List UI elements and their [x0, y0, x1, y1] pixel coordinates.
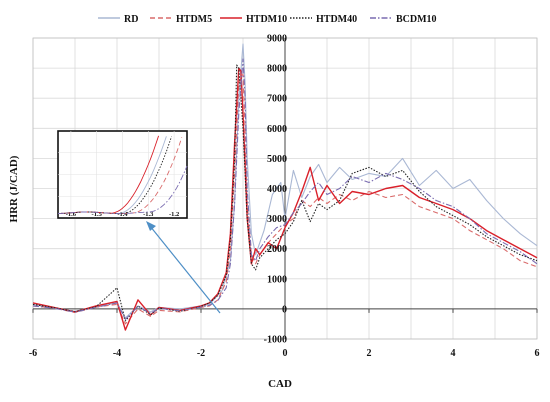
series-line-rd: [32, 43, 538, 319]
x-tick-label: 2: [367, 348, 372, 359]
y-tick-label: -1000: [264, 335, 287, 346]
y-axis-title: HRR (J/CAD): [8, 155, 20, 222]
y-tick-label: 4000: [267, 184, 287, 195]
inset-series-htdm40: [57, 136, 172, 215]
y-tick-label: 6000: [267, 124, 287, 135]
y-tick-label: 2000: [267, 244, 287, 255]
callout-arrowhead: [146, 221, 156, 231]
x-tick-label: -2: [197, 348, 205, 359]
y-tick-label: 1000: [267, 274, 287, 285]
series-line-htdm40: [32, 64, 538, 322]
legend-label-bcdm10: BCDM10: [396, 14, 437, 25]
chart-tick-labels: -1000 0 1000 2000 3000 4000 5000 6000 7000 8000 90…: [29, 34, 540, 360]
x-tick-label: 0: [283, 348, 288, 359]
y-tick-label: 8000: [267, 64, 287, 75]
inset-tick-label: -1.2: [169, 211, 179, 218]
chart-series: [32, 43, 538, 331]
chart-legend: RD HTDM5 HTDM10 HTDM40 BCDM10: [98, 14, 437, 25]
x-tick-label: -4: [113, 348, 121, 359]
series-line-bcdm10: [32, 58, 538, 320]
legend-label-rd: RD: [124, 14, 138, 25]
y-tick-label: 3000: [267, 214, 287, 225]
inset-tick-label: -1.4: [117, 211, 128, 218]
inset-tick-label: -1.3: [143, 211, 154, 218]
x-tick-label: 6: [535, 348, 540, 359]
callout-line: [149, 225, 221, 314]
y-tick-label: 0: [282, 304, 287, 315]
x-tick-label: -6: [29, 348, 37, 359]
zoom-inset: -1.6 -1.5 -1.4 -1.3 -1.2: [57, 130, 188, 219]
series-line-htdm10: [32, 67, 538, 331]
x-tick-label: 4: [451, 348, 456, 359]
chart-axes: [32, 37, 538, 340]
y-tick-label: 5000: [267, 154, 287, 165]
inset-tick-label: -1.5: [92, 211, 103, 218]
inset-callout-arrow: [146, 221, 221, 314]
y-tick-label: 9000: [267, 34, 287, 45]
x-axis-title: CAD: [268, 378, 292, 390]
inset-tick-label: -1.6: [66, 211, 77, 218]
legend-label-htdm5: HTDM5: [176, 14, 212, 25]
y-tick-label: 7000: [267, 94, 287, 105]
legend-label-htdm40: HTDM40: [316, 14, 357, 25]
legend-label-htdm10: HTDM10: [246, 14, 287, 25]
